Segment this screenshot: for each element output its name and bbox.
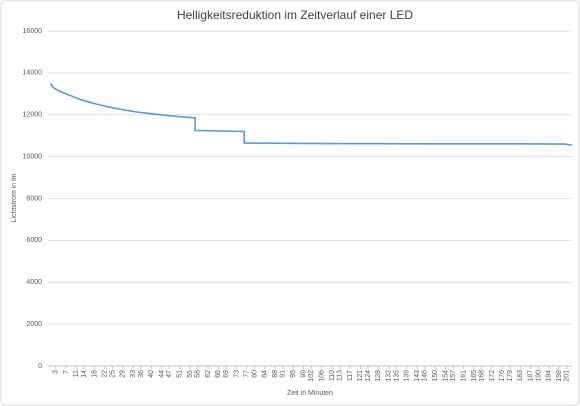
x-tick-label: 102 (308, 370, 315, 382)
x-tick-label: 168 (478, 370, 485, 382)
x-tick-label: 55 (187, 370, 194, 378)
x-tick-label: 161 (460, 370, 467, 382)
x-tick-label: 183 (517, 370, 524, 382)
x-tick-label: 44 (158, 370, 165, 378)
y-tick-label: 16000 (23, 28, 43, 35)
x-tick-label: 80 (251, 370, 258, 378)
x-tick-label: 194 (546, 370, 553, 382)
x-tick-label: 110 (329, 370, 336, 381)
x-tick-label: 146 (422, 370, 429, 382)
x-tick-label: 176 (499, 370, 506, 382)
x-tick-label: 91 (280, 370, 287, 378)
x-tick-label: 88 (272, 370, 279, 378)
x-tick-label: 106 (318, 370, 325, 382)
x-tick-label: 154 (442, 370, 449, 382)
x-tick-label: 77 (244, 370, 251, 378)
x-tick-label: 124 (365, 370, 372, 382)
x-tick-label: 139 (404, 370, 411, 382)
x-tick-label: 132 (386, 370, 393, 382)
x-tick-label: 99 (300, 370, 307, 378)
x-tick-label: 14 (81, 370, 88, 378)
x-tick-label: 62 (205, 370, 212, 378)
x-tick-label: 22 (102, 370, 109, 378)
x-tick-label: 29 (120, 370, 127, 378)
x-tick-label: 157 (450, 370, 457, 382)
y-tick-label: 8000 (26, 195, 42, 202)
x-tick-label: 121 (357, 370, 364, 382)
x-tick-label: 95 (290, 370, 297, 378)
y-tick-label: 14000 (23, 70, 43, 77)
y-tick-label: 0 (38, 363, 42, 370)
x-tick-label: 69 (223, 370, 230, 378)
x-tick-label: 128 (375, 370, 382, 382)
x-tick-label: 172 (489, 370, 496, 382)
x-tick-label: 190 (535, 370, 542, 382)
chart-title: Helligkeitsreduktion im Zeitverlauf eine… (177, 8, 413, 22)
x-tick-label: 47 (166, 370, 173, 378)
x-tick-label: 117 (347, 370, 354, 381)
x-tick-label: 84 (262, 370, 269, 378)
x-tick-label: 51 (176, 370, 183, 378)
x-tick-label: 150 (432, 370, 439, 382)
y-tick-label: 12000 (23, 112, 43, 119)
x-tick-label: 58 (195, 370, 202, 378)
x-tick-label: 66 (215, 370, 222, 378)
x-tick-label: 36 (138, 370, 145, 378)
y-tick-label: 10000 (23, 153, 43, 160)
y-axis-title: Lichtstrom in lm (11, 173, 18, 222)
x-tick-label: 201 (564, 370, 571, 382)
y-tick-label: 2000 (26, 321, 42, 328)
x-tick-label: 7 (63, 370, 70, 374)
y-tick-label: 6000 (26, 237, 42, 244)
x-tick-label: 25 (109, 370, 116, 378)
x-tick-label: 3 (53, 370, 60, 374)
x-tick-label: 73 (233, 370, 240, 378)
line (49, 82, 573, 146)
x-tick-label: 198 (556, 370, 563, 382)
x-tick-label: 33 (130, 370, 137, 378)
x-tick-label: 165 (471, 370, 478, 382)
x-tick-label: 11 (73, 370, 80, 377)
x-tick-label: 135 (393, 370, 400, 382)
x-tick-label: 143 (414, 370, 421, 382)
y-tick-label: 4000 (26, 279, 42, 286)
x-tick-label: 179 (507, 370, 514, 382)
x-tick-label: 113 (337, 370, 344, 381)
x-axis-title: Zeit in Minuten (287, 390, 333, 397)
x-tick-label: 187 (528, 370, 535, 382)
x-tick-label: 18 (91, 370, 98, 378)
x-tick-label: 40 (148, 370, 155, 378)
